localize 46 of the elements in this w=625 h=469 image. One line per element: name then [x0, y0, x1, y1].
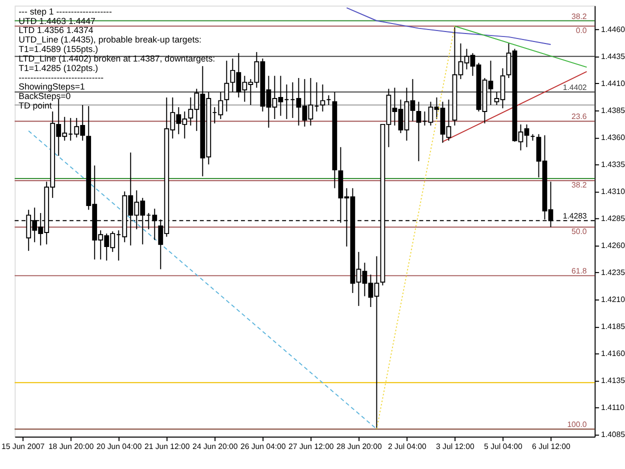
y-tick-label: 1.4210 [601, 294, 625, 304]
x-tick-label: 21 Jun 12:00 [144, 442, 190, 451]
x-tick-label: 20 Jun 04:00 [96, 442, 142, 451]
annotation: 61.8 [572, 266, 588, 276]
x-tick-label: 27 Jun 12:00 [288, 442, 334, 451]
y-tick-label: 1.4235 [601, 268, 625, 277]
y-tick-label: 1.4335 [601, 160, 625, 169]
annotation: UTD_Line (1.4435), probable break-up targets: [18, 34, 202, 45]
annotation: 38.2 [572, 180, 587, 190]
annotation: 23.6 [572, 112, 588, 122]
annotation: T1=1.4285 (102pts.) [18, 62, 98, 73]
annotation: LTD 1.4356 1.4374 [18, 25, 94, 36]
annotation: T1=1.4589 (155pts.) [18, 44, 98, 54]
y-tick-label: 1.4185 [601, 322, 625, 331]
y-tick-label: 1.4410 [601, 78, 625, 88]
x-tick-label: 2 Jul 04:00 [388, 442, 427, 451]
annotation: 38.2 [572, 12, 587, 21]
ref-line-label: 1.4402 [562, 83, 587, 92]
annotation: 100.0 [567, 420, 588, 430]
y-tick-label: 1.4435 [601, 52, 625, 61]
y-tick-label: 1.4460 [601, 24, 625, 34]
annotation: --- step 1 ------------------- [18, 6, 112, 16]
x-tick-label: 18 Jun 20:00 [48, 442, 94, 451]
y-tick-label: 1.4160 [601, 348, 625, 358]
y-tick-label: 1.4260 [601, 240, 625, 250]
annotation: BackSteps=0 [18, 91, 71, 102]
y-tick-label: 1.4135 [601, 376, 625, 385]
x-tick-label: 3 Jul 12:00 [436, 442, 475, 451]
y-tick-label: 1.4110 [601, 402, 625, 412]
x-tick-label: 6 Jul 12:00 [532, 442, 572, 451]
annotation: 50.0 [572, 226, 588, 236]
x-tick-label: 5 Jul 04:00 [484, 442, 523, 451]
annotation: ----------------------------- [18, 72, 104, 82]
x-tick-label: 24 Jun 20:00 [192, 442, 238, 451]
x-tick-label: 28 Jun 20:00 [336, 442, 382, 451]
x-tick-label: 15 Jun 2007 [2, 442, 45, 451]
y-tick-label: 1.4285 [601, 214, 625, 223]
y-tick-label: 1.4085 [601, 430, 625, 439]
y-tick-label: 1.4360 [601, 132, 625, 142]
ref-line-label: 1.4283 [562, 212, 588, 221]
y-tick-label: 1.4310 [601, 186, 625, 196]
y-tick-label: 1.4385 [601, 106, 625, 115]
annotation: 0.0 [576, 26, 588, 35]
annotation: TD point [18, 100, 52, 110]
annotation: ShowingSteps=1 [18, 82, 85, 92]
x-tick-label: 26 Jun 04:00 [240, 442, 286, 451]
